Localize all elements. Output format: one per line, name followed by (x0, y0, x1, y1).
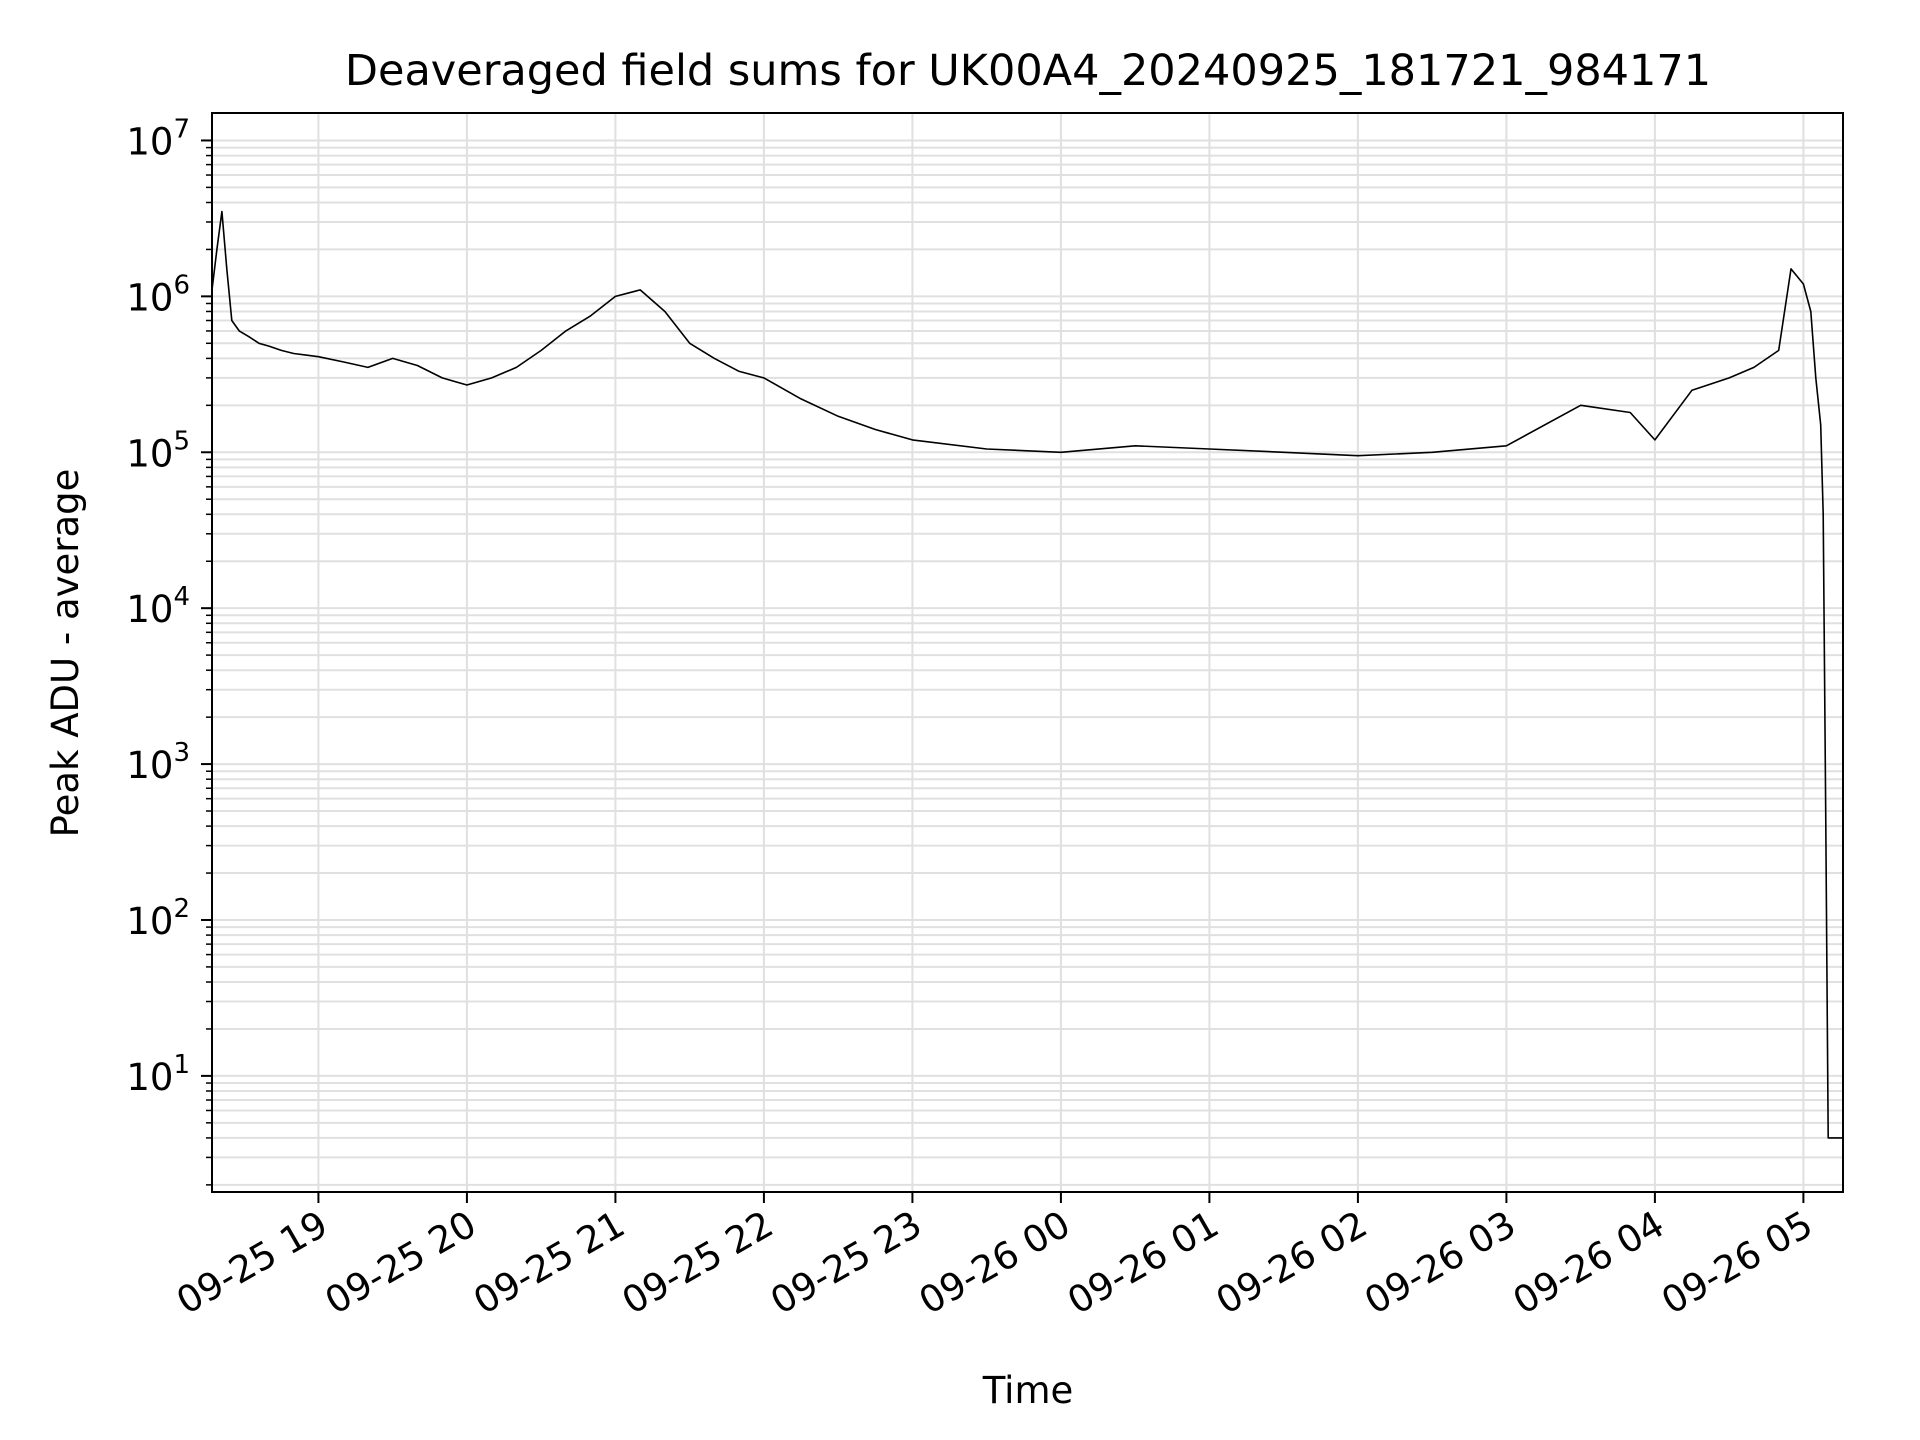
y-tick-label: 107 (126, 114, 190, 163)
y-tick-label-base: 10 (126, 900, 173, 943)
y-tick-label: 105 (126, 426, 190, 475)
y-tick-label: 104 (126, 582, 190, 631)
y-tick-label-exponent: 5 (173, 426, 190, 456)
chart-title: Deaveraged field sums for UK00A4_2024092… (345, 46, 1711, 96)
y-tick-label-exponent: 2 (173, 894, 190, 924)
y-tick-label-exponent: 4 (173, 582, 190, 612)
y-tick-label-base: 10 (126, 120, 173, 163)
y-axis-label: Peak ADU - average (44, 469, 87, 838)
y-tick-label-base: 10 (126, 588, 173, 631)
y-tick-label-base: 10 (126, 744, 173, 787)
grid-layer (212, 113, 1843, 1192)
y-tick-label: 103 (126, 738, 190, 787)
y-tick-label-exponent: 1 (173, 1050, 190, 1080)
series-layer (211, 210, 1843, 1139)
y-tick-label: 101 (126, 1050, 190, 1099)
y-tick-label-exponent: 6 (173, 270, 190, 300)
y-tick-label-base: 10 (126, 432, 173, 475)
y-tick-label-base: 10 (126, 276, 173, 319)
plot-frame (211, 112, 1844, 1193)
y-tick-label-base: 10 (126, 1056, 173, 1099)
series-line-0 (211, 210, 1843, 1139)
y-tick-label: 106 (126, 270, 190, 319)
y-tick-label: 102 (126, 894, 190, 943)
y-tick-label-exponent: 3 (173, 738, 190, 768)
x-axis-label: Time (982, 1369, 1074, 1412)
y-tick-label-exponent: 7 (173, 114, 190, 144)
